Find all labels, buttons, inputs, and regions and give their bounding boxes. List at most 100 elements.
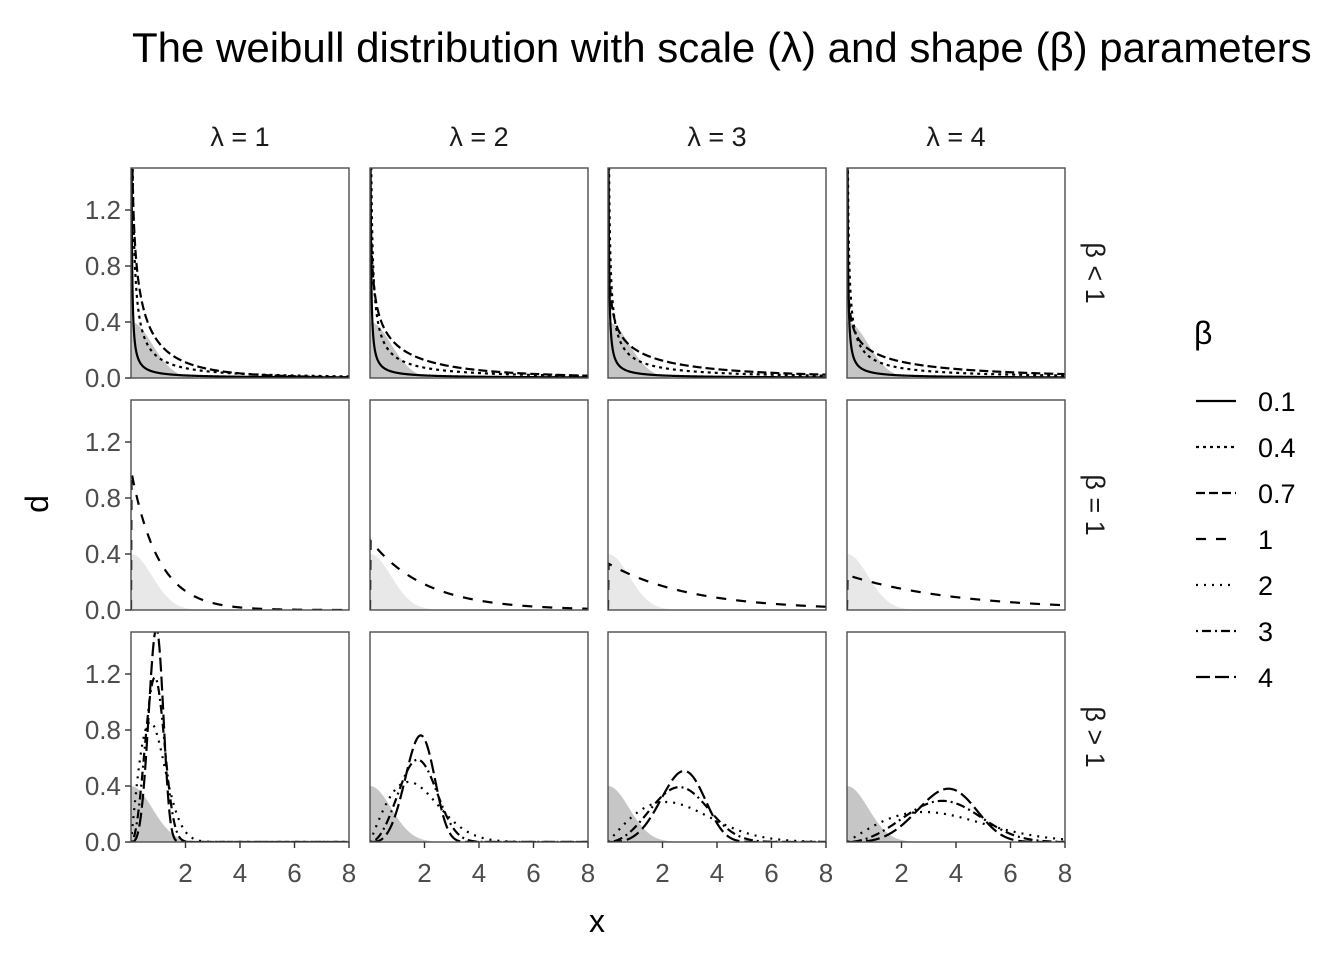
- x-tick-label: 6: [1003, 858, 1017, 888]
- x-tick-label: 8: [342, 858, 356, 888]
- series-line-4: [131, 632, 349, 842]
- x-tick-label: 4: [233, 858, 247, 888]
- panel-border: [607, 399, 827, 611]
- facet-row-label: β = 1: [1080, 474, 1110, 535]
- series-line-0-7: [370, 190, 588, 377]
- y-tick-label: 0.4: [85, 539, 121, 569]
- facet-col-label: λ = 1: [210, 122, 269, 152]
- x-tick-label: 4: [472, 858, 486, 888]
- reference-area: [131, 322, 349, 378]
- facet-panel: 0.0 0.4 0.8 1.2 2 4 6 8: [85, 631, 356, 888]
- facet-panel: 2 4 6 8: [369, 631, 595, 888]
- series-line-0-1: [847, 168, 1065, 378]
- series-line-0-4: [608, 168, 826, 377]
- facet-panel: [607, 399, 827, 611]
- legend-label: 0.1: [1258, 387, 1296, 417]
- facet-panel: [846, 399, 1066, 611]
- facet-row-label: β < 1: [1080, 242, 1110, 303]
- series-line-4: [608, 769, 826, 842]
- facet-panel: 2 4 6 8: [607, 631, 833, 888]
- reference-area: [370, 786, 588, 842]
- facet-col-label: λ = 4: [926, 122, 985, 152]
- legend-label: 4: [1258, 663, 1273, 693]
- series-line-2: [847, 810, 1065, 842]
- y-tick-label: 0.0: [85, 827, 121, 857]
- x-tick-label: 2: [178, 858, 192, 888]
- x-tick-label: 6: [526, 858, 540, 888]
- facet-panel: [369, 399, 589, 611]
- facet-panel: 0.0 0.4 0.8 1.2: [85, 399, 350, 625]
- legend-entry: 1: [1196, 525, 1273, 555]
- series-line-0-4: [847, 168, 1065, 377]
- x-tick-label: 4: [949, 858, 963, 888]
- legend-title: β: [1194, 315, 1212, 351]
- x-tick-label: 8: [819, 858, 833, 888]
- legend-entry: 0.4: [1196, 433, 1296, 463]
- panel-border: [846, 399, 1066, 611]
- facet-panel: [846, 167, 1066, 379]
- x-tick-label: 6: [287, 858, 301, 888]
- reference-area: [131, 554, 349, 610]
- series-line-0-7: [847, 260, 1065, 376]
- panel-border: [130, 167, 350, 379]
- y-tick-label: 1.2: [85, 427, 121, 457]
- x-tick-label: 8: [1058, 858, 1072, 888]
- series-line-4: [370, 734, 588, 842]
- y-tick-label: 0.0: [85, 363, 121, 393]
- legend-label: 0.7: [1258, 479, 1296, 509]
- x-tick-label: 6: [764, 858, 778, 888]
- facet-col-label: λ = 3: [687, 122, 746, 152]
- x-tick-label: 2: [655, 858, 669, 888]
- panel-border: [369, 399, 589, 611]
- reference-area: [131, 786, 349, 842]
- x-tick-label: 2: [417, 858, 431, 888]
- y-axis-label: d: [19, 495, 55, 513]
- reference-area: [608, 554, 826, 610]
- y-tick-label: 0.8: [85, 715, 121, 745]
- x-tick-label: 2: [894, 858, 908, 888]
- reference-area: [608, 786, 826, 842]
- y-tick-label: 0.8: [85, 483, 121, 513]
- panel-border: [846, 631, 1066, 843]
- facet-panel: 0.0 0.4 0.8 1.2: [85, 167, 350, 393]
- panel-border: [607, 631, 827, 843]
- series-line-0-1: [131, 168, 349, 378]
- panel-border: [607, 167, 827, 379]
- legend: β 0.1 0.4 0.7 1 2 3 4: [1194, 315, 1296, 693]
- legend-entry: 4: [1196, 663, 1273, 693]
- facet-panel: 2 4 6 8: [846, 631, 1072, 888]
- legend-entry: 2: [1196, 571, 1273, 601]
- y-tick-label: 1.2: [85, 195, 121, 225]
- facet-row-label: β > 1: [1080, 706, 1110, 767]
- facet-panel: [369, 167, 589, 379]
- y-tick-label: 0.4: [85, 307, 121, 337]
- series-line-3: [847, 799, 1065, 842]
- x-axis-label: x: [589, 903, 605, 939]
- y-tick-label: 1.2: [85, 659, 121, 689]
- chart-title: The weibull distribution with scale (λ) …: [132, 24, 1312, 71]
- y-tick-label: 0.8: [85, 251, 121, 281]
- reference-area: [847, 786, 1065, 842]
- reference-area: [847, 554, 1065, 610]
- legend-entry: 0.1: [1196, 387, 1296, 417]
- panel-border: [130, 399, 350, 611]
- panel-border: [369, 631, 589, 843]
- legend-label: 0.4: [1258, 433, 1296, 463]
- legend-entry: 3: [1196, 617, 1273, 647]
- x-tick-label: 4: [710, 858, 724, 888]
- series-line-0-7: [608, 235, 826, 376]
- x-tick-label: 8: [581, 858, 595, 888]
- series-line-1: [847, 573, 1065, 610]
- panel-border: [369, 167, 589, 379]
- panel-border: [846, 167, 1066, 379]
- reference-area: [608, 322, 826, 378]
- series-line-0-1: [608, 168, 826, 378]
- series-line-1: [370, 538, 588, 610]
- series-line-1: [608, 562, 826, 610]
- series-line-1: [131, 472, 349, 610]
- y-tick-label: 0.4: [85, 771, 121, 801]
- legend-entry: 0.7: [1196, 479, 1296, 509]
- facet-panel: [607, 167, 827, 379]
- legend-label: 1: [1258, 525, 1273, 555]
